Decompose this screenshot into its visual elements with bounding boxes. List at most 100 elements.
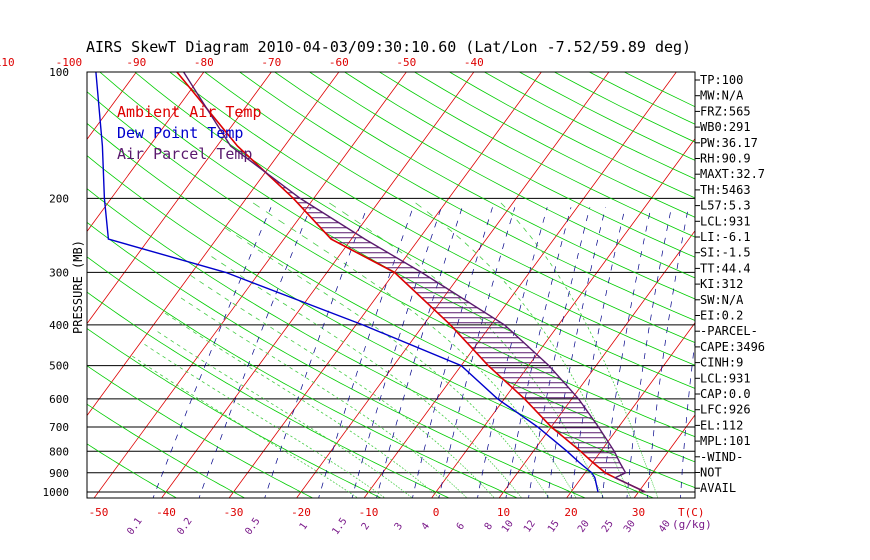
moist-adiabat-line: [141, 342, 389, 501]
top-temp-tick-label: -100: [56, 56, 83, 69]
moist-adiabat-line: [154, 329, 416, 501]
stats-item: EI:0.2: [700, 309, 743, 323]
stats-item: TP:100: [700, 73, 743, 87]
top-temp-tick-label: -110: [0, 56, 15, 69]
stats-item: NOT: [700, 466, 722, 480]
dry-adiabat-line: [87, 365, 314, 498]
stats-item: KI:312: [700, 277, 743, 291]
dry-adiabat-line: [239, 72, 695, 321]
stats-item: MW:N/A: [700, 89, 744, 103]
dry-adiabat-line: [274, 72, 695, 300]
mixing-ratio-tick-label: 2: [360, 521, 372, 532]
mixing-ratio-tick-label: 3: [393, 521, 405, 532]
top-temp-tick-label: -80: [194, 56, 214, 69]
top-temp-tick-label: -70: [261, 56, 281, 69]
mixing-ratio-tick-label: 0.1: [125, 516, 144, 537]
bottom-temp-tick-label: -10: [359, 506, 379, 519]
mixing-ratio-tick-label: 1.5: [330, 516, 349, 537]
mixing-ratio-tick-label: 25: [600, 518, 616, 534]
stats-item: CAPE:3496: [700, 340, 765, 354]
mixing-ratio-line: [264, 207, 368, 498]
mixing-ratio-line: [601, 207, 652, 498]
stats-item: AVAIL: [700, 481, 736, 495]
dry-adiabat-line: [449, 72, 695, 199]
stats-item: TT:44.4: [700, 261, 751, 275]
mixing-ratio-tick-label: 10: [500, 518, 516, 534]
bottom-temp-tick-label: -30: [224, 506, 244, 519]
profiles: [95, 72, 646, 493]
mixing-ratio-tick-label: 20: [576, 518, 592, 534]
stats-item: MAXT:32.7: [700, 167, 765, 181]
dry-adiabat-line: [99, 72, 695, 413]
bottom-temp-tick-label: -50: [89, 506, 109, 519]
chart-title: AIRS SkewT Diagram 2010-04-03/09:30:10.6…: [86, 38, 691, 56]
pressure-tick-label: 800: [49, 445, 69, 458]
dry-adiabat-line: [484, 72, 695, 180]
bottom-temp-tick-label: 20: [564, 506, 577, 519]
isotherm-line: [93, 72, 407, 498]
stats-item: PW:36.17: [700, 136, 758, 150]
y-axis-label: PRESSURE (MB): [71, 240, 85, 334]
isotherm-line: [767, 63, 870, 501]
pressure-tick-label: 1000: [43, 486, 70, 499]
pressure-tick-label: 300: [49, 266, 69, 279]
dry-adiabat-line: [134, 72, 695, 389]
isotherm-line: [0, 63, 8, 501]
top-temp-tick-label: -50: [396, 56, 416, 69]
pressure-tick-label: 100: [49, 66, 69, 79]
stats-item: WB0:291: [700, 120, 751, 134]
mixing-ratio-line: [680, 339, 695, 498]
dry-adiabat-line: [204, 72, 695, 344]
dry-adiabat-line: [344, 72, 695, 258]
mixing-ratio-line: [477, 207, 548, 498]
isotherm-line: [834, 63, 870, 501]
isotherm-line: [363, 72, 677, 498]
pressure-tick-label: 900: [49, 467, 69, 480]
mixing-ratio-line: [438, 207, 516, 498]
mixing-ratio-tick-label: 6: [455, 521, 467, 532]
moist-adiabat-line: [164, 312, 440, 498]
mixing-ratio-tick-label: 15: [546, 518, 562, 534]
isotherm-line: [161, 72, 475, 498]
stats-item: TH:5463: [700, 183, 751, 197]
bottom-temp-tick-label: 30: [632, 506, 645, 519]
isotherm-line: [566, 322, 695, 498]
pressure-tick-label: 400: [49, 319, 69, 332]
stats-item: CINH:9: [700, 356, 743, 370]
bottom-temp-tick-label: -20: [291, 506, 311, 519]
stats-item: RH:90.9: [700, 152, 751, 166]
dry-adiabat-line: [309, 72, 695, 279]
mixing-ratio-tick-label: 1: [298, 521, 310, 532]
mixing-ratio-tick-label: 0.2: [175, 516, 194, 537]
mixing-ratio-tick-label: 40: [657, 518, 673, 534]
mixing-ratio-line: [505, 207, 572, 498]
temp-unit-label: T(C): [678, 506, 705, 519]
isotherm-line: [633, 414, 695, 498]
stats-item: SW:N/A: [700, 293, 744, 307]
dry-adiabat-line: [87, 221, 587, 498]
legend-item-label: Dew Point Temp: [117, 124, 243, 142]
dry-adiabat-line: [87, 256, 519, 498]
pressure-tick-label: 600: [49, 393, 69, 406]
top-temp-tick-label: -60: [329, 56, 349, 69]
dry-adiabat-line: [87, 91, 695, 438]
dry-adiabat-line: [414, 72, 695, 218]
legend-item-label: Ambient Air Temp: [117, 103, 262, 121]
mixing-ratio-line: [376, 207, 463, 498]
stats-item: L57:5.3: [700, 199, 751, 213]
isotherm-line: [228, 72, 542, 498]
isotherm-line: [87, 72, 137, 141]
isotherm-line: [498, 230, 695, 498]
mixing-ratio-tick-label: 12: [522, 518, 538, 534]
stats-item: -WIND-: [700, 450, 743, 464]
dry-adiabat-line: [87, 155, 695, 489]
stats-item: LI:-6.1: [700, 230, 751, 244]
stats-item: FRZ:565: [700, 104, 751, 118]
mixing-ratio-line: [152, 207, 272, 498]
pressure-tick-label: 500: [49, 360, 69, 373]
plot-frame: [86, 71, 696, 499]
isotherm-line: [296, 72, 610, 498]
mixing-ratio-unit-label: (g/kg): [672, 518, 712, 531]
